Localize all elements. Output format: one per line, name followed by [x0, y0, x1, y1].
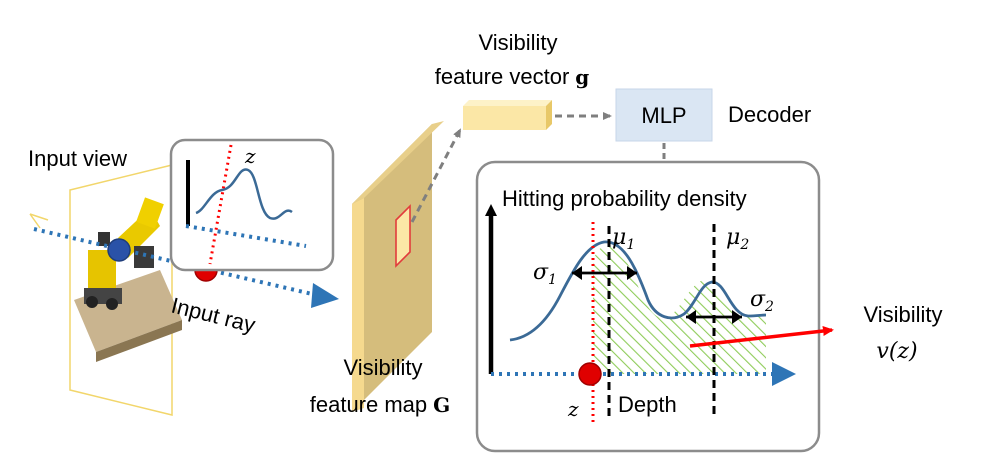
input-ray	[33, 227, 326, 299]
sigma1-arrowhead-left	[572, 266, 582, 280]
panel-z-label: z	[567, 397, 579, 421]
visibility-arrow	[689, 326, 834, 348]
sigma2-arrowhead-left	[686, 310, 696, 324]
input-ray-label: Input ray	[169, 293, 258, 338]
inset-z-line	[208, 144, 233, 265]
inset-frame	[169, 138, 335, 272]
feature-vector-label-line1: Visibility	[478, 30, 557, 55]
decoder-label: Decoder	[728, 102, 811, 127]
inset-curve	[195, 168, 293, 220]
mlp-label: MLP	[641, 103, 686, 128]
feature-map-top	[352, 121, 444, 204]
camera-icon	[29, 213, 49, 229]
feature-map-label-line2: feature map G	[310, 392, 451, 417]
mu1-label: μ1	[612, 225, 635, 253]
hitting-probability-panel: Hitting probability density μ1 μ2 σ1 σ2 …	[475, 160, 821, 453]
patch-to-vector-arrow	[410, 128, 462, 223]
density-curve	[509, 240, 767, 342]
input-ray-arrowhead	[311, 283, 339, 308]
feature-vector-side	[546, 100, 552, 130]
feature-map-face	[352, 124, 432, 412]
sigma1-label: σ1	[533, 260, 557, 288]
panel-title: Hitting probability density	[502, 186, 747, 211]
mu2-label: μ2	[726, 225, 749, 253]
feature-vector-group: Visibility feature vector g	[435, 30, 590, 130]
image-plane-frame	[69, 164, 173, 416]
feature-map-side	[352, 198, 364, 412]
feature-map-label-line1: Visibility	[343, 355, 422, 380]
mlp-box	[615, 88, 713, 142]
feature-vector-top	[463, 100, 552, 106]
feature-map-group: Visibility feature map G	[310, 121, 451, 417]
visibility-label: Visibility	[863, 302, 942, 327]
depth-label: Depth	[618, 392, 677, 417]
feature-vector-label-line2: feature vector g	[435, 64, 590, 89]
inset-plot: z	[169, 138, 335, 272]
feature-map-patch	[395, 204, 411, 268]
lego-scene-image	[74, 197, 182, 362]
mlp-group: MLP Decoder	[615, 88, 811, 142]
camera-origin-dot	[107, 238, 131, 262]
feature-vector-box	[463, 106, 546, 130]
panel-sample-dot	[578, 362, 602, 386]
panel-frame	[475, 160, 821, 453]
panel-x-arrowhead	[772, 362, 796, 386]
input-view-label: Input view	[28, 146, 127, 171]
sigma1-arrowhead-right	[627, 266, 637, 280]
visibility-fn-label: v(z)	[876, 339, 917, 364]
inset-z-label: z	[244, 144, 256, 168]
sigma2-arrowhead-right	[732, 310, 742, 324]
sigma2-label: σ2	[750, 287, 774, 315]
